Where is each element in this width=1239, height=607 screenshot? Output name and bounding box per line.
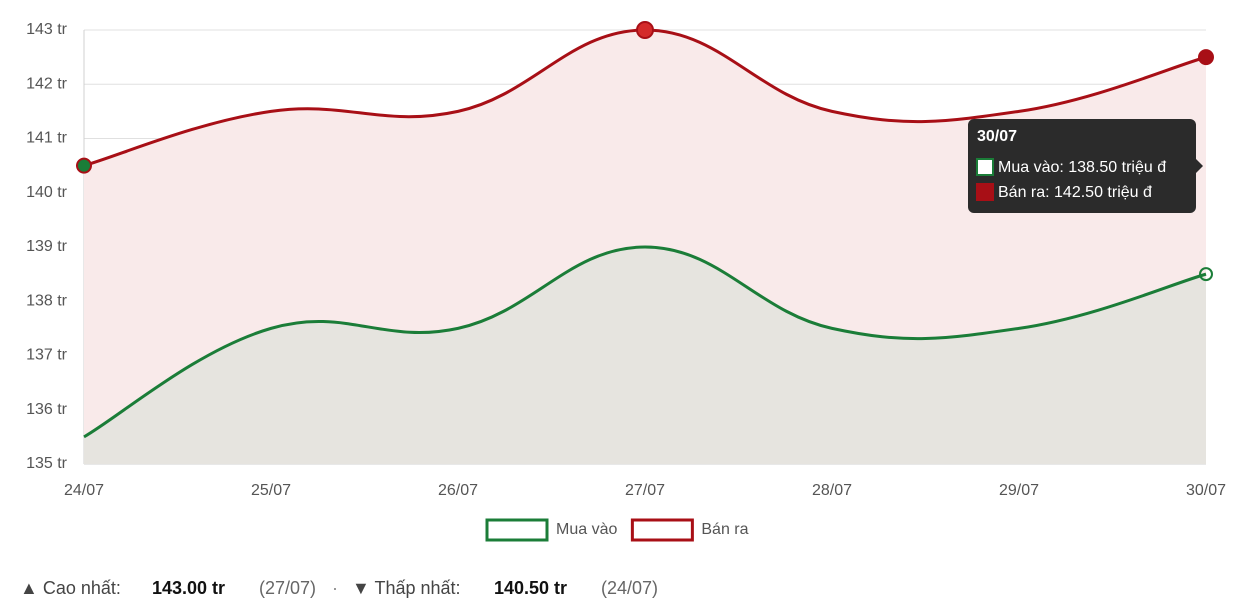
- y-tick-label: 142 tr: [26, 75, 68, 92]
- plot: 135 tr 136 tr 137 tr 138 tr 139 tr 140 tr 141 …: [26, 21, 1226, 499]
- tooltip-title: 30/07: [977, 128, 1017, 145]
- summary: ▲ Cao nhất: 143.00 tr (27/07) · ▼ Thấp n…: [20, 578, 658, 598]
- tooltip-swatch: [976, 158, 994, 176]
- tooltip: 30/07 Mua vào: 138.50 triệu đ Bán ra: 14…: [968, 119, 1203, 213]
- tooltip-line: Bán ra: 142.50 triệu đ: [998, 184, 1152, 201]
- y-tick-label: 139 tr: [26, 238, 68, 255]
- tooltip-swatch: [976, 183, 994, 201]
- summary-label: ▼ Thấp nhất:: [352, 578, 461, 598]
- tooltip-line: Mua vào: 138.50 triệu đ: [998, 159, 1166, 176]
- legend-swatch: [630, 518, 694, 542]
- summary-value: 143.00 tr: [152, 578, 225, 598]
- summary-separator: ·: [332, 578, 338, 598]
- point: [1198, 49, 1214, 66]
- y-tick-label: 135 tr: [26, 455, 68, 472]
- summary-date: (24/07): [601, 578, 658, 598]
- y-tick-label: 143 tr: [26, 21, 68, 38]
- legend-label: Bán ra: [701, 521, 748, 538]
- y-tick-label: 136 tr: [26, 401, 68, 418]
- summary-value: 140.50 tr: [494, 578, 567, 598]
- point: [636, 21, 654, 39]
- y-tick-label: 138 tr: [26, 292, 68, 309]
- point: [76, 157, 92, 174]
- legend-swatch: [485, 518, 549, 542]
- area: [84, 247, 1206, 464]
- point: [1199, 267, 1213, 282]
- y-tick-label: 140 tr: [26, 184, 68, 201]
- legend-label: Mua vào: [556, 521, 617, 538]
- summary-label: ▲ Cao nhất:: [20, 578, 121, 598]
- legend: Mua vào Bán ra: [485, 518, 749, 542]
- x-tick-label: 27/07: [625, 482, 665, 499]
- x-tick-label: 26/07: [438, 482, 478, 499]
- summary-date: (27/07): [259, 578, 316, 598]
- x-tick-label: 29/07: [999, 482, 1039, 499]
- y-tick-label: 137 tr: [26, 347, 68, 364]
- x-tick-label: 25/07: [251, 482, 291, 499]
- x-tick-label: 28/07: [812, 482, 852, 499]
- x-tick-label: 30/07: [1186, 482, 1226, 499]
- x-tick-label: 24/07: [64, 482, 104, 499]
- tooltip-box: [968, 119, 1196, 213]
- line: [83, 245, 1207, 439]
- y-tick-label: 141 tr: [26, 130, 68, 147]
- tooltip-arrow: [1196, 159, 1203, 173]
